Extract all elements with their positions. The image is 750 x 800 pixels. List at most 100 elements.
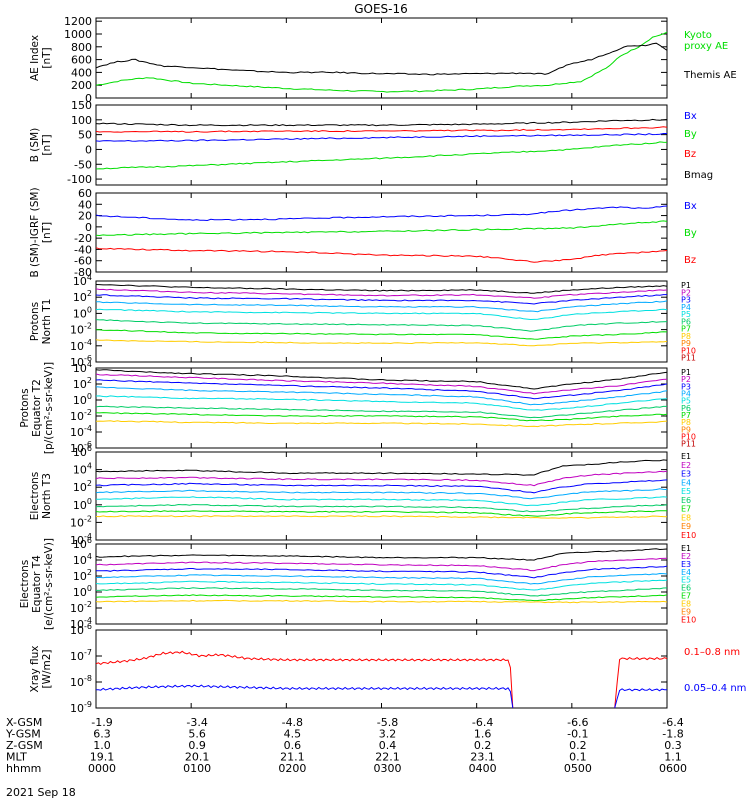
series-group bbox=[96, 284, 667, 347]
footer-value: -6.6 bbox=[567, 716, 588, 729]
series-line bbox=[96, 300, 667, 313]
series-line bbox=[96, 369, 667, 390]
footer-value: 23.1 bbox=[470, 751, 495, 764]
series-line bbox=[96, 470, 667, 487]
panel-frame bbox=[95, 104, 668, 186]
legend-entry: P8 bbox=[681, 418, 691, 427]
series-group bbox=[96, 459, 667, 519]
series-line bbox=[96, 594, 667, 602]
y-tick-label: 100 bbox=[71, 114, 92, 127]
legend-entry: E2 bbox=[681, 461, 691, 470]
y-tick-label: 102 bbox=[73, 289, 92, 304]
legend-entry: P2 bbox=[681, 375, 691, 384]
panel-frame bbox=[95, 17, 668, 99]
legend-entry: 0.1–0.8 nm bbox=[684, 647, 740, 658]
footer-value: 0.2 bbox=[569, 739, 587, 752]
footer-value: 6.3 bbox=[93, 728, 111, 741]
y-tick-label: 10-2 bbox=[70, 322, 92, 337]
y-tick-label: 102 bbox=[73, 479, 92, 494]
legend-entry: P5 bbox=[681, 397, 691, 406]
legend-entry: P11 bbox=[681, 354, 696, 363]
y-tick-label: 150 bbox=[71, 99, 92, 112]
series-line bbox=[96, 650, 514, 708]
panel-8: 10-9 10-8 10-7 10-6 Xray flux [W/m2] 0.1–0.8 n… bbox=[29, 622, 746, 715]
y-tick-exponent: 0 bbox=[87, 497, 92, 506]
y-axis-label: B (SM)-IGRF (SM) bbox=[29, 187, 41, 277]
series-line bbox=[96, 205, 667, 222]
y-tick-exponent: 6 bbox=[87, 444, 92, 453]
legend-entry: P1 bbox=[681, 368, 691, 377]
series-line bbox=[96, 557, 667, 572]
y-tick-exponent: 4 bbox=[87, 360, 92, 369]
footer-value: -5.8 bbox=[377, 716, 398, 729]
y-tick-exponent: 2 bbox=[87, 479, 92, 488]
y-tick-exponent: 4 bbox=[87, 552, 92, 561]
footer-value: 0300 bbox=[374, 762, 402, 775]
legend-entry: P11 bbox=[681, 440, 696, 449]
series-line bbox=[96, 488, 667, 500]
y-tick-label: 104 bbox=[73, 552, 92, 567]
series-group bbox=[96, 548, 667, 604]
footer-value: 0.6 bbox=[284, 739, 302, 752]
series-group bbox=[96, 650, 667, 708]
y-tick-exponent: -4 bbox=[84, 532, 92, 541]
figure-title: GOES-16 bbox=[354, 2, 408, 16]
footer-value: 0.4 bbox=[379, 739, 397, 752]
legend-entry: By bbox=[684, 228, 697, 239]
y-tick-label: 10-2 bbox=[70, 408, 92, 423]
footer-value: -4.8 bbox=[282, 716, 303, 729]
y-tick-label: 10-7 bbox=[70, 648, 92, 663]
legend-entry: E3 bbox=[681, 470, 691, 479]
y-tick-label: -100 bbox=[67, 173, 92, 186]
y-axis-label: [e/(cm²-s-sr-keV)] bbox=[43, 538, 55, 630]
legend-entry: E1 bbox=[681, 452, 691, 461]
y-tick-label: 20 bbox=[78, 210, 92, 223]
footer-value: 0000 bbox=[88, 762, 116, 775]
y-tick-exponent: 2 bbox=[87, 376, 92, 385]
panel-frame bbox=[95, 629, 668, 709]
y-tick-exponent: -7 bbox=[84, 648, 92, 657]
y-tick-label: -50 bbox=[74, 158, 92, 171]
footer-row-label: X-GSM bbox=[6, 716, 42, 729]
legend-entry: P4 bbox=[681, 390, 691, 399]
y-tick-exponent: -6 bbox=[84, 622, 92, 631]
legend-entry: E6 bbox=[681, 496, 691, 505]
series-line bbox=[96, 496, 667, 507]
footer-row-label: Z-GSM bbox=[6, 739, 43, 752]
ephemeris-footer: X-GSM -1.9 -3.4 -4.8 -5.8 -6.4 -6.6 -6.4 Y-GSM 6.… bbox=[5, 716, 687, 775]
legend-entry: E7 bbox=[681, 505, 691, 514]
legend-entry: P10 bbox=[681, 433, 696, 442]
footer-value: 0.2 bbox=[474, 739, 492, 752]
legend-entry: Themis AE bbox=[683, 70, 737, 81]
y-tick-exponent: -9 bbox=[84, 700, 92, 709]
y-axis-label: [W/m2] bbox=[41, 649, 53, 688]
y-tick-label: -20 bbox=[74, 232, 92, 245]
series-line bbox=[96, 515, 667, 519]
y-tick-label: 104 bbox=[73, 360, 92, 375]
legend-entry: proxy AE bbox=[684, 41, 728, 52]
y-tick-label: 50 bbox=[78, 129, 92, 142]
y-tick-label: 100 bbox=[73, 305, 92, 320]
y-axis-label: North T1 bbox=[41, 299, 53, 345]
series-line bbox=[96, 379, 667, 400]
y-tick-label: 60 bbox=[78, 187, 92, 200]
series-line bbox=[96, 587, 667, 597]
legend-entry: P9 bbox=[681, 425, 691, 434]
y-tick-label: -60 bbox=[74, 255, 92, 268]
y-tick-exponent: 2 bbox=[87, 568, 92, 577]
footer-value: 0200 bbox=[278, 762, 306, 775]
y-tick-label: 104 bbox=[73, 462, 92, 477]
series-line bbox=[96, 510, 667, 517]
legend-entry: E3 bbox=[681, 560, 691, 569]
footer-value: -6.4 bbox=[662, 716, 683, 729]
y-axis-label: B (SM) bbox=[29, 128, 41, 162]
footer-value: 3.2 bbox=[379, 728, 397, 741]
series-line bbox=[96, 412, 667, 422]
legend-entry: P1 bbox=[681, 281, 691, 290]
series-line bbox=[96, 565, 667, 579]
legend-entry: E2 bbox=[681, 552, 691, 561]
